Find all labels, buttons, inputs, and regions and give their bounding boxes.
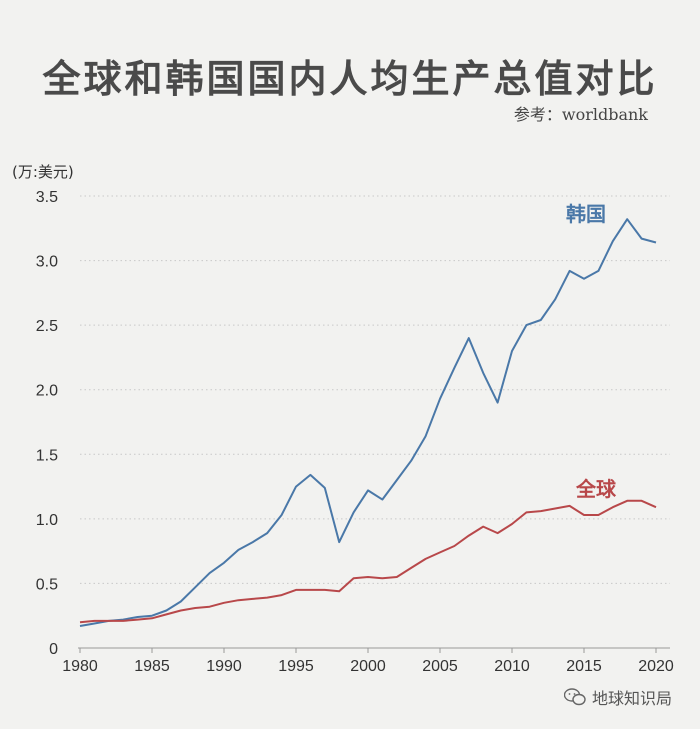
x-tick-label: 2020 bbox=[638, 658, 674, 675]
chart-title: 全球和韩国国内人均生产总值对比 bbox=[42, 56, 658, 101]
x-tick-label: 1980 bbox=[62, 658, 98, 675]
x-tick-labels: 1980 1985 1990 1995 2000 2005 2010 2015 2020 bbox=[62, 658, 674, 675]
x-tick-label: 2015 bbox=[566, 658, 602, 675]
y-tick-label: 2.0 bbox=[36, 383, 58, 400]
series-label-world: 全球 bbox=[575, 477, 617, 501]
watermark-text: 地球知识局 bbox=[591, 689, 672, 708]
x-tick-label: 2010 bbox=[494, 658, 530, 675]
y-tick-labels: 0 0.5 1.0 1.5 2.0 2.5 3.0 3.5 bbox=[36, 189, 58, 658]
source-note: 参考：worldbank bbox=[513, 105, 648, 124]
y-tick-label: 2.5 bbox=[36, 318, 58, 335]
y-tick-label: 0.5 bbox=[36, 576, 58, 593]
series-lines bbox=[79, 218, 657, 627]
x-tick-label: 2000 bbox=[350, 658, 386, 675]
y-tick-label: 0 bbox=[49, 641, 58, 658]
y-tick-label: 3.5 bbox=[36, 189, 58, 206]
series-line-world bbox=[79, 499, 657, 624]
axes bbox=[78, 647, 670, 653]
x-tick-label: 1990 bbox=[206, 658, 242, 675]
y-tick-label: 3.0 bbox=[36, 254, 58, 271]
wechat-icon bbox=[563, 688, 586, 706]
y-tick-label: 1.5 bbox=[36, 447, 58, 464]
grid-lines bbox=[80, 195, 670, 584]
y-tick-label: 1.0 bbox=[36, 512, 58, 529]
watermark: 地球知识局 bbox=[563, 685, 672, 709]
series-line-korea bbox=[79, 218, 657, 627]
y-axis-unit-label: (万:美元) bbox=[12, 163, 74, 181]
series-label-korea: 韩国 bbox=[566, 202, 606, 226]
x-tick-label: 2005 bbox=[422, 658, 458, 675]
x-tick-label: 1995 bbox=[278, 658, 314, 675]
x-tick-label: 1985 bbox=[134, 658, 170, 675]
